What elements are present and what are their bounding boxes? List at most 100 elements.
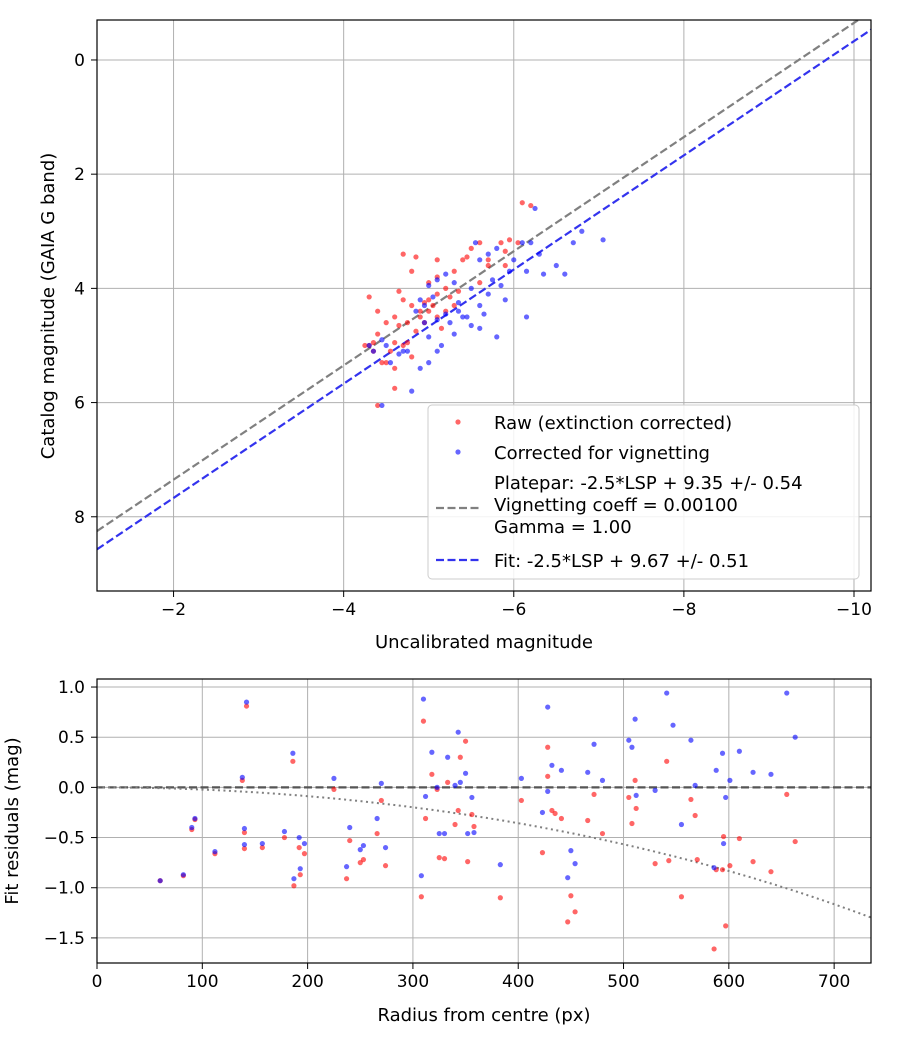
- corrected-point: [565, 875, 571, 881]
- top-ticks: −2 −4 −6 −8 −10 0 2 4 6 8: [74, 51, 872, 620]
- raw-point: [455, 288, 462, 294]
- corrected-point: [736, 748, 742, 754]
- y-tick-label: 0.5: [58, 728, 85, 748]
- corrected-point: [451, 331, 457, 337]
- corrected-point: [457, 779, 463, 785]
- corrected-point: [727, 777, 733, 783]
- raw-point: [519, 200, 525, 206]
- raw-point: [468, 245, 474, 251]
- corrected-point: [420, 696, 427, 702]
- corrected-point: [506, 268, 513, 274]
- raw-point: [331, 786, 337, 792]
- raw-point: [404, 340, 411, 346]
- corrected-point: [629, 744, 635, 750]
- raw-point: [502, 262, 508, 269]
- legend-label-platepar-line: Gamma = 1.00: [494, 517, 632, 538]
- corrected-point: [468, 285, 474, 291]
- raw-point: [375, 402, 381, 409]
- corrected-point: [434, 348, 440, 354]
- raw-point: [301, 851, 308, 857]
- raw-point: [375, 308, 381, 314]
- corrected-point: [692, 782, 698, 788]
- corrected-point: [301, 840, 308, 847]
- raw-point: [418, 894, 424, 900]
- corrected-point: [180, 872, 186, 878]
- raw-point: [451, 268, 457, 274]
- corrected-point: [633, 792, 639, 799]
- corrected-point: [357, 847, 363, 853]
- corrected-point: [511, 257, 517, 263]
- corrected-point: [418, 873, 424, 879]
- raw-point: [290, 758, 296, 764]
- corrected-point: [532, 205, 538, 212]
- raw-point: [259, 844, 265, 851]
- fit-line: [97, 28, 871, 551]
- raw-point: [666, 858, 672, 864]
- raw-point: [422, 815, 429, 822]
- raw-point: [400, 297, 406, 303]
- corrected-point: [290, 750, 296, 756]
- corrected-point: [558, 767, 565, 773]
- bottom-y-axis-label: Fit residuals (mag): [2, 737, 23, 904]
- corrected-point: [664, 690, 670, 696]
- corrected-point: [719, 750, 726, 756]
- corrected-point: [417, 297, 423, 303]
- corrected-point: [536, 251, 542, 257]
- raw-point: [626, 794, 632, 801]
- corrected-point: [462, 770, 469, 776]
- raw-point: [429, 771, 435, 777]
- corrected-point: [396, 351, 402, 357]
- bottom-points: [157, 690, 798, 952]
- raw-point: [664, 758, 670, 764]
- raw-point: [375, 331, 381, 337]
- corrected-point: [792, 734, 798, 740]
- corrected-point: [652, 787, 658, 793]
- raw-point: [539, 850, 546, 856]
- corrected-point: [477, 325, 483, 331]
- x-tick-label: 700: [818, 972, 850, 992]
- corrected-point: [455, 300, 462, 306]
- corrected-point: [383, 342, 389, 349]
- raw-point: [506, 237, 513, 243]
- corrected-point: [464, 314, 470, 320]
- corrected-point: [451, 280, 457, 286]
- corrected-point: [212, 849, 218, 855]
- raw-point: [723, 923, 729, 929]
- raw-point: [572, 909, 578, 915]
- corrected-point: [443, 271, 449, 277]
- corrected-point: [591, 741, 597, 747]
- top-reference-lines: [97, 20, 871, 551]
- raw-point: [719, 867, 726, 873]
- corrected-point: [421, 320, 428, 326]
- top-y-axis-label: Catalog magnitude (GAIA G band): [38, 153, 59, 460]
- corrected-point: [434, 277, 440, 283]
- bottom-x-axis-label: Radius from centre (px): [377, 1005, 590, 1026]
- corrected-point: [468, 322, 474, 329]
- corrected-point: [360, 842, 367, 849]
- raw-point: [750, 859, 756, 865]
- corrected-point: [485, 291, 491, 297]
- corrected-point: [426, 282, 432, 289]
- corrected-point: [528, 240, 534, 246]
- raw-point: [485, 257, 491, 263]
- raw-point: [441, 856, 448, 862]
- x-tick-label: 100: [186, 972, 218, 992]
- corrected-point: [447, 320, 453, 326]
- corrected-point: [259, 840, 265, 847]
- corrected-point: [430, 294, 436, 300]
- raw-point: [396, 322, 402, 329]
- corrected-point: [343, 864, 350, 870]
- raw-point: [241, 829, 248, 836]
- corrected-point: [523, 314, 530, 320]
- bottom-reference-lines: [97, 786, 871, 919]
- raw-point: [545, 773, 551, 779]
- corrected-point: [572, 861, 578, 867]
- x-tick-label: 300: [397, 972, 429, 992]
- raw-point: [436, 855, 442, 861]
- corrected-point: [497, 862, 503, 868]
- corrected-point: [465, 830, 471, 837]
- legend-marker-corrected: [455, 449, 461, 455]
- corrected-point: [489, 277, 496, 283]
- corrected-point: [549, 762, 555, 768]
